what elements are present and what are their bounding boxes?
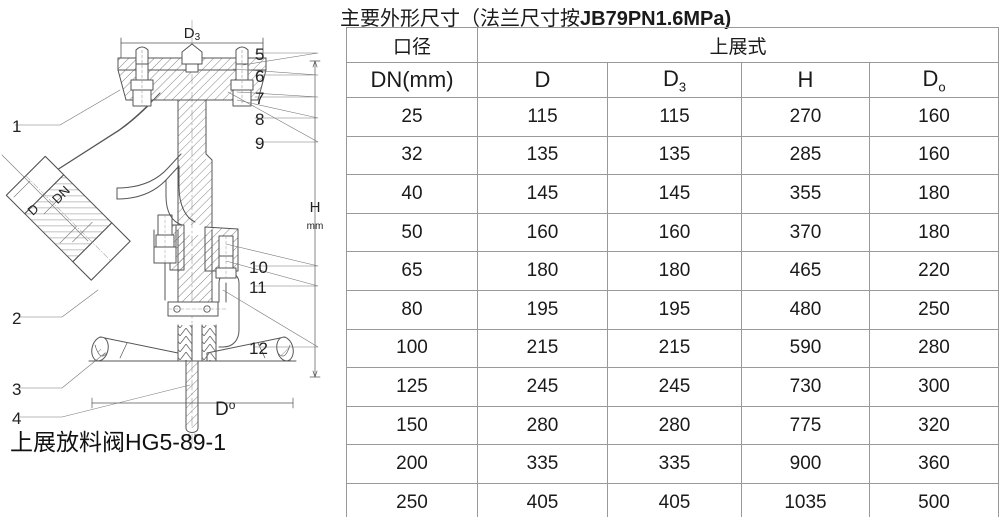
svg-text:Do: Do <box>215 398 236 420</box>
svg-text:D3: D3 <box>184 25 201 43</box>
svg-text:上展放料阀HG5-89-1: 上展放料阀HG5-89-1 <box>10 429 226 455</box>
svg-text:H: H <box>310 199 321 216</box>
svg-text:12: 12 <box>249 339 268 358</box>
svg-text:10: 10 <box>249 258 268 277</box>
svg-text:3: 3 <box>12 380 21 399</box>
svg-text:8: 8 <box>255 110 264 129</box>
svg-text:mm: mm <box>307 221 324 232</box>
svg-text:7: 7 <box>255 89 264 108</box>
svg-text:1: 1 <box>12 117 21 136</box>
svg-text:5: 5 <box>255 45 264 64</box>
svg-text:6: 6 <box>255 67 264 86</box>
svg-text:11: 11 <box>249 278 267 297</box>
svg-text:2: 2 <box>12 309 21 328</box>
svg-text:4: 4 <box>12 409 21 428</box>
svg-text:9: 9 <box>255 134 264 153</box>
